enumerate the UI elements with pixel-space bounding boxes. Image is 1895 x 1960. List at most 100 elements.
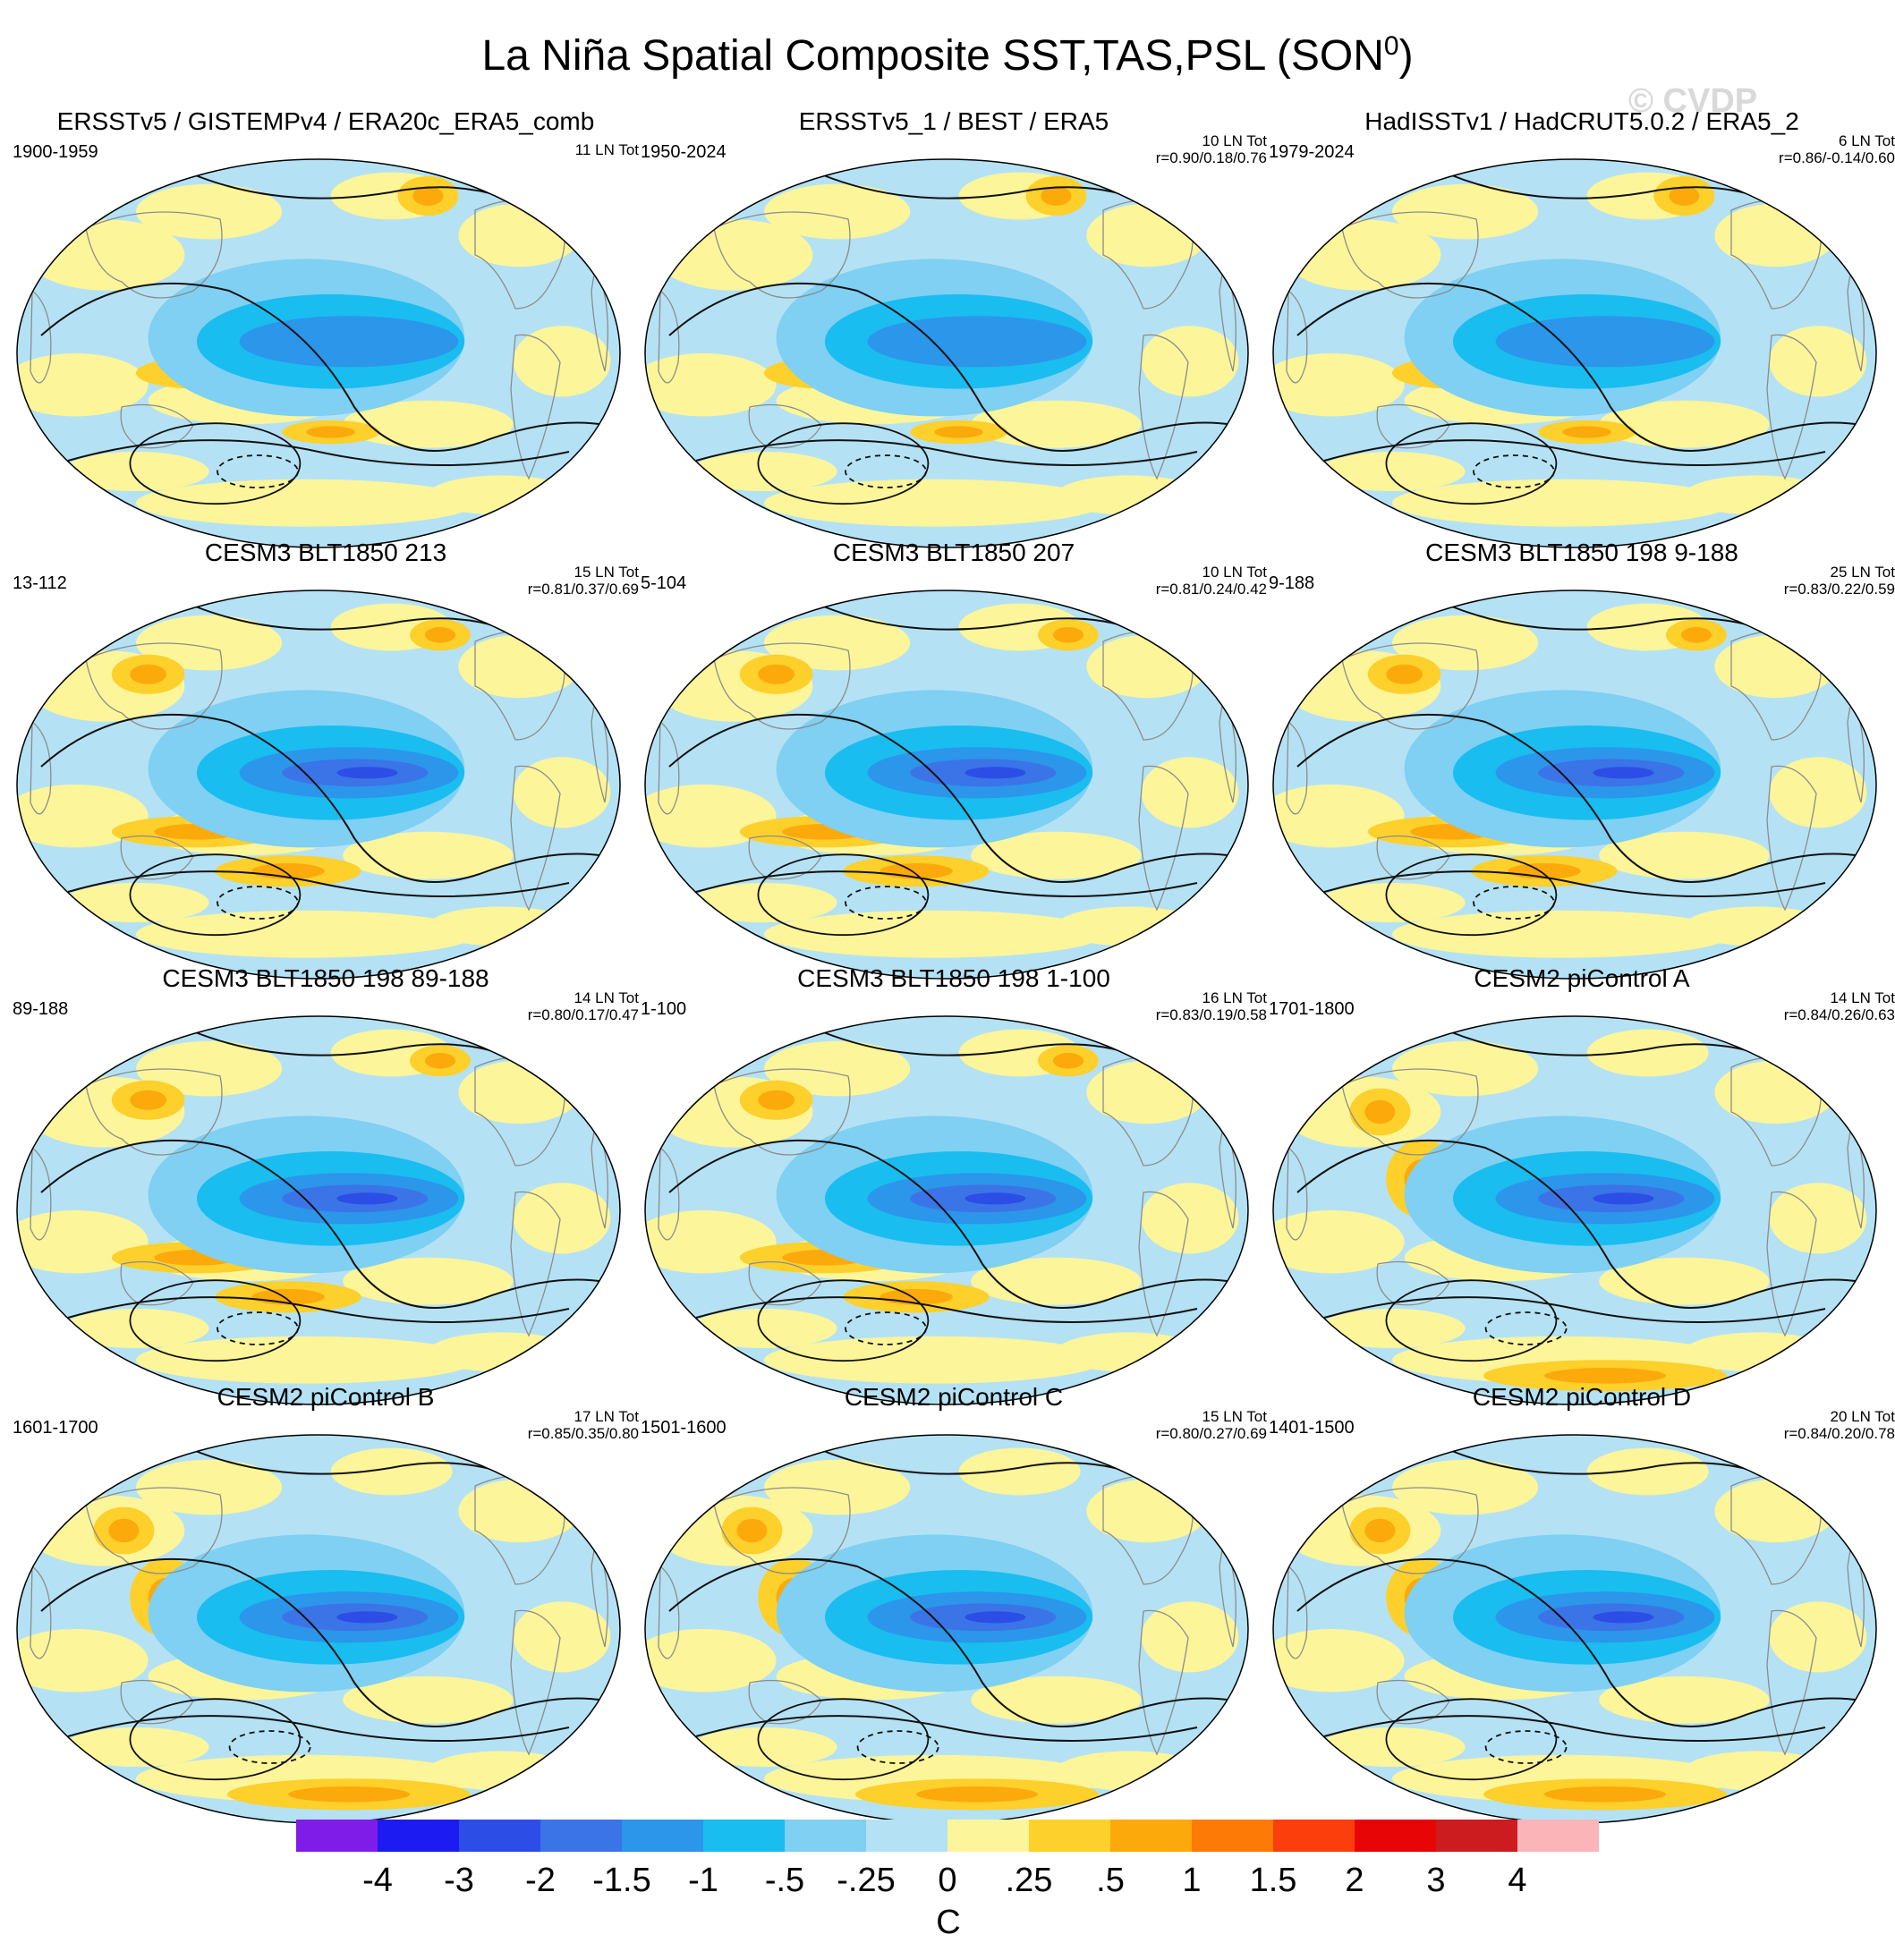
warm-anomaly-patch <box>63 452 209 491</box>
panel-period: 89-188 <box>13 999 69 1019</box>
psl-contour <box>1323 1715 1826 1742</box>
coastline <box>658 1146 680 1241</box>
psl-contour <box>668 713 1234 883</box>
psl-contour <box>1323 439 1826 466</box>
coastline <box>658 289 680 384</box>
warm-anomaly-patch <box>1056 1751 1202 1791</box>
map-panel: ERSSTv5 / GISTEMPv4 / ERA20c_ERA5_comb 19… <box>13 107 639 555</box>
panel-title: CESM3 BLT1850 198 89-188 <box>162 964 489 992</box>
panel-event-count: 14 LN Tot <box>1830 989 1895 1006</box>
panel-event-count: 17 LN Tot <box>574 1408 639 1425</box>
psl-contour <box>40 713 606 883</box>
psl-contour <box>40 1557 606 1727</box>
warm-anomaly-patch <box>1769 757 1867 828</box>
warm-anomaly-patch <box>1769 326 1867 397</box>
warm-anomaly-patch <box>1769 1183 1867 1254</box>
map-panel: CESM2 piControl B 1601-1700 17 LN Tot r=0.8… <box>13 1383 639 1830</box>
warm-anomaly-patch <box>1392 1459 1539 1515</box>
psl-contour <box>668 1557 1234 1727</box>
panel-title: HadISSTv1 / HadCRUT5.0.2 / ERA5_2 <box>1364 107 1799 135</box>
warm-anomaly-patch <box>764 479 1105 527</box>
coastline <box>30 720 52 815</box>
map-plot <box>16 158 621 548</box>
panel-period: 1601-1700 <box>13 1418 98 1438</box>
panel-period: 1979-2024 <box>1269 142 1355 162</box>
map-plot <box>644 158 1249 548</box>
panel-correlation: r=0.86/-0.14/0.60 <box>1779 149 1895 166</box>
panel-event-count: 6 LN Tot <box>1838 132 1895 149</box>
warm-anomaly-patch <box>428 1751 574 1791</box>
psl-contour <box>757 1279 930 1362</box>
map-border <box>644 590 1249 980</box>
colorbar <box>296 1820 1599 1852</box>
cold-tongue-band <box>1593 1192 1654 1205</box>
warm-anomaly-patch <box>428 1332 574 1372</box>
colorbar-swatch <box>459 1820 540 1852</box>
warm-anomaly-patch <box>691 883 837 922</box>
panel-correlation: r=0.84/0.20/0.78 <box>1783 1425 1895 1442</box>
colorbar-swatch <box>622 1820 703 1852</box>
psl-contour-negative <box>856 1730 939 1764</box>
psl-contour <box>1385 1279 1558 1362</box>
panel-title: CESM2 piControl D <box>1472 1383 1692 1411</box>
warm-anomaly-patch <box>1273 353 1405 417</box>
warm-anomaly-patch <box>343 831 514 879</box>
panel-title: CESM3 BLT1850 213 <box>204 539 447 566</box>
cold-tongue-band <box>964 1192 1026 1205</box>
colorbar-tick-label: 1.5 <box>1249 1862 1297 1899</box>
colorbar-swatch <box>296 1820 378 1852</box>
warm-anomaly-patch <box>691 452 837 491</box>
warm-anomaly-patch <box>764 615 911 671</box>
warm-anomaly-patch <box>1599 1676 1770 1724</box>
warm-anomaly-patch <box>136 1336 477 1384</box>
panel-period: 1401-1500 <box>1269 1418 1355 1438</box>
panel-correlation: r=0.85/0.35/0.80 <box>527 1425 639 1442</box>
panel-correlation: r=0.80/0.17/0.47 <box>527 1006 639 1023</box>
psl-contour <box>695 1715 1198 1742</box>
panel-correlation: r=0.80/0.27/0.69 <box>1155 1425 1267 1442</box>
warm-anomaly-patch <box>1273 1629 1405 1693</box>
map-border <box>16 590 621 980</box>
warm-anomaly-patch <box>971 1676 1142 1724</box>
warm-anomaly-patch <box>136 479 477 527</box>
warm-anomaly-patch <box>958 1447 1081 1496</box>
coastline <box>30 1146 52 1241</box>
cold-tongue-band <box>1593 1611 1654 1624</box>
panel-period: 1501-1600 <box>641 1418 727 1438</box>
map-plot <box>644 1015 1249 1405</box>
psl-contour <box>129 1279 302 1362</box>
warm-anomaly-patch <box>1141 326 1239 397</box>
map-panel: CESM3 BLT1850 198 1-100 1-100 16 LN Tot r=0… <box>641 964 1267 1412</box>
warm-anomaly-patch <box>1319 883 1466 922</box>
warm-anomaly-patch <box>513 1183 611 1254</box>
warm-anomaly-patch <box>63 1727 209 1767</box>
map-panel: CESM3 BLT1850 198 89-188 89-188 14 LN Tot r… <box>13 964 639 1412</box>
panel-period: 5-104 <box>641 573 687 593</box>
panel-correlation: r=0.81/0.24/0.42 <box>1155 581 1267 598</box>
psl-contour <box>668 1139 1234 1309</box>
map-plot <box>1272 1434 1877 1824</box>
warm-anomaly-patch <box>513 326 611 397</box>
panel-event-count: 16 LN Tot <box>1202 989 1267 1006</box>
warm-anomaly-patch <box>136 910 477 958</box>
colorbar-tick-label: -2 <box>525 1862 556 1899</box>
map-plot <box>16 1015 621 1405</box>
colorbar-tick-label: -3 <box>444 1862 474 1899</box>
cold-tongue-band <box>1593 767 1654 779</box>
psl-contour <box>67 1715 570 1742</box>
cold-tongue-band <box>336 1192 398 1205</box>
coastline <box>1138 334 1189 480</box>
map-panel: CESM2 piControl C 1501-1600 15 LN Tot r=0.8… <box>641 1383 1267 1830</box>
psl-contour <box>1323 870 1826 897</box>
warm-anomaly-patch <box>17 353 149 417</box>
coastline <box>510 1609 561 1756</box>
psl-contour <box>129 422 302 505</box>
warm-anomaly-patch <box>1684 1332 1831 1372</box>
coastline <box>30 289 52 384</box>
colorbar-swatch <box>1192 1820 1273 1852</box>
map-plot <box>16 1434 621 1824</box>
psl-contour <box>40 1139 606 1309</box>
warm-anomaly-patch <box>691 1309 837 1348</box>
warm-anomaly-patch <box>136 615 283 671</box>
map-panel: CESM3 BLT1850 213 13-112 15 LN Tot r=0.81/0… <box>13 539 639 986</box>
